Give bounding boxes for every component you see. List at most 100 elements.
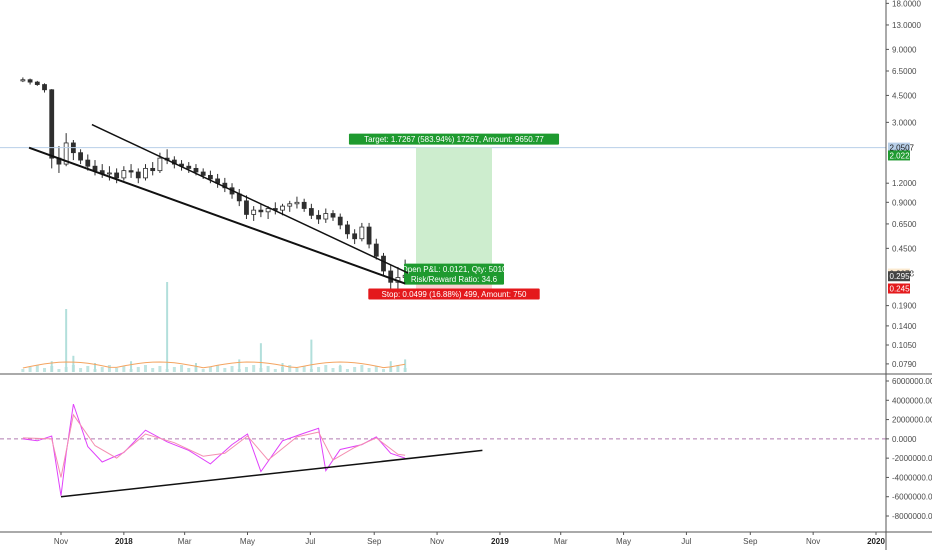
target-label[interactable]: Target: 1.7267 (583.94%) 17267, Amount: …	[348, 133, 560, 145]
volume-bar	[143, 365, 147, 372]
price-trendlines[interactable]	[28, 123, 409, 285]
volume-bar	[86, 366, 90, 372]
candle-body	[200, 171, 206, 176]
time-tick-label: Sep	[367, 537, 382, 546]
time-tick-label: 2020	[867, 537, 885, 546]
candle-body	[121, 170, 127, 179]
volume-bar	[331, 368, 335, 372]
price-trendline[interactable]	[91, 123, 409, 274]
candle-body	[27, 79, 33, 83]
candle-body	[150, 167, 156, 172]
candle-body	[135, 171, 141, 179]
osc-trendline[interactable]	[60, 449, 483, 498]
volume-spike	[72, 355, 75, 372]
candle-body	[78, 152, 83, 161]
volume-bar	[57, 369, 61, 372]
risk-reward-label[interactable]: Risk/Reward Ratio: 34.6	[404, 273, 504, 285]
time-tick-label: Jul	[305, 537, 315, 546]
candle-body	[114, 172, 120, 179]
volume-bar	[273, 369, 277, 372]
osc-tick-label: -2000000.0000	[892, 454, 932, 463]
candle-body	[287, 203, 293, 207]
candle-body	[143, 167, 148, 179]
open-pnl-label-text: Open P&L: 0.0121, Qty: 5010	[402, 265, 508, 274]
volume-bar	[115, 368, 119, 372]
volume-spike	[339, 364, 342, 372]
volume-bar	[317, 367, 321, 372]
volume-spike	[130, 361, 133, 372]
price-tick-label: 0.1400	[892, 322, 917, 331]
volume-bar	[100, 367, 104, 372]
candles-layer	[20, 77, 408, 299]
price-tick-label: 13.0000	[892, 21, 921, 30]
candle-body	[49, 89, 55, 159]
price-tick-label: 0.6500	[892, 220, 917, 229]
time-tick-label: Nov	[806, 537, 820, 546]
volume-bar	[353, 367, 357, 372]
profit-zone[interactable]	[416, 147, 492, 274]
price-axis-label-text: 0.2458	[890, 285, 915, 294]
candle-body	[251, 209, 257, 215]
price-trendline[interactable]	[28, 146, 406, 285]
candle-body	[186, 165, 192, 169]
volume-bar	[107, 365, 111, 372]
stop-label[interactable]: Stop: 0.0499 (16.88%) 499, Amount: 750	[368, 288, 540, 300]
open-pnl-label[interactable]: Open P&L: 0.0121, Qty: 5010	[402, 263, 508, 275]
volume-bar	[374, 366, 378, 372]
osc-tick-label: 2000000.0000	[892, 416, 932, 425]
osc-tick-label: 0.0000	[892, 435, 917, 444]
candle-body	[337, 216, 343, 226]
volume-bar	[266, 366, 270, 372]
time-tick-label: Jul	[681, 537, 691, 546]
volume-bar	[324, 365, 328, 372]
volume-spike	[310, 339, 313, 372]
oscillator-pane	[0, 403, 886, 498]
candle-body	[265, 208, 271, 213]
time-tick-label: Mar	[554, 537, 568, 546]
price-tick-label: 6.5000	[892, 67, 917, 76]
volume-bar	[158, 366, 162, 372]
position-tool[interactable]: Target: 1.7267 (583.94%) 17267, Amount: …	[0, 133, 886, 300]
time-tick-label: May	[240, 537, 255, 546]
candle-body	[294, 201, 300, 205]
volume-bar	[79, 368, 83, 372]
volume-bar	[223, 368, 227, 372]
time-tick-label: Nov	[54, 537, 68, 546]
candle-body	[345, 224, 350, 235]
volume-bar	[201, 369, 205, 372]
price-axis-label-bg	[888, 150, 910, 161]
candle-body	[330, 213, 336, 218]
candle-body	[63, 142, 69, 165]
volume-bar	[21, 369, 25, 372]
price-tick-label: 0.1050	[892, 341, 917, 350]
time-tick-label: May	[616, 537, 631, 546]
volume-bar	[180, 365, 184, 372]
candle-body	[316, 214, 321, 220]
candle-body	[42, 84, 47, 91]
price-axis-label-text: 2.0224	[890, 151, 915, 160]
volume-bar	[122, 366, 126, 372]
open-pnl-label-bg	[404, 263, 504, 275]
candle-body	[388, 270, 394, 283]
candle-body	[280, 205, 285, 211]
candle-body	[244, 200, 249, 215]
risk-reward-label-bg	[404, 273, 504, 285]
time-tick-label: Mar	[178, 537, 192, 546]
volume-spike	[166, 282, 169, 372]
candle-body	[258, 209, 264, 213]
price-axis-label-text: 2.0507	[890, 144, 915, 153]
price-tick-label: 0.9000	[892, 198, 917, 207]
osc-tick-label: -4000000.0000	[892, 473, 932, 482]
volume-bar	[43, 368, 47, 372]
volume-bar	[187, 368, 191, 372]
candle-body	[20, 79, 26, 82]
osc-series-line-2	[22, 413, 406, 478]
candle-body	[308, 208, 314, 216]
volume-bar	[396, 365, 400, 372]
candle-body	[193, 167, 199, 173]
price-axis-label: 2.0224	[888, 150, 915, 161]
candle-body	[85, 159, 91, 167]
target-label-bg	[348, 133, 560, 145]
